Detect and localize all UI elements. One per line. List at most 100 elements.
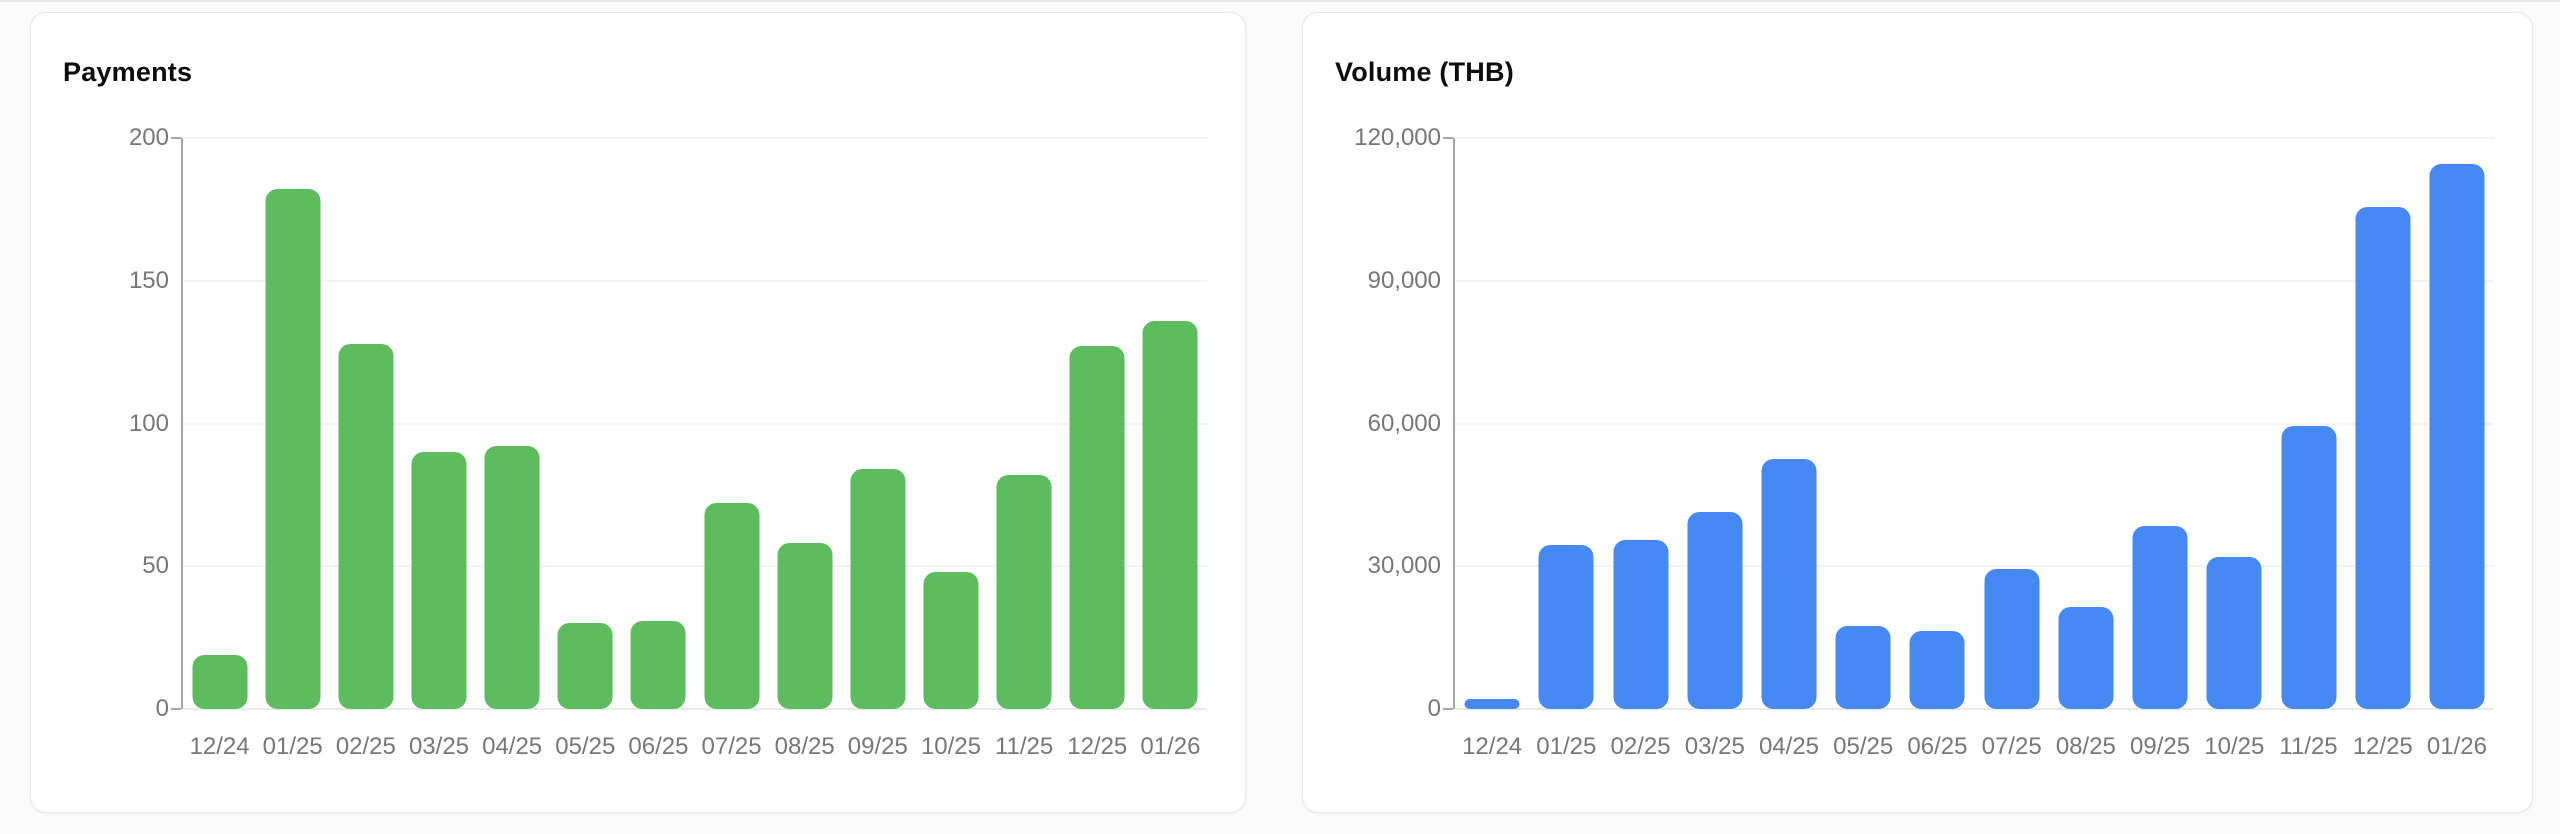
bar-slot <box>2346 138 2420 709</box>
payments-chart-title: Payments <box>63 57 193 87</box>
x-labels-row: 12/24 01/25 02/25 03/25 04/25 05/25 06/25 07/25… <box>183 733 1207 761</box>
chart-bar-01/26[interactable] <box>2429 164 2485 709</box>
y-tick-label: 200 <box>128 124 169 151</box>
chart-bar-11/25[interactable] <box>2281 425 2337 709</box>
bar-slot <box>1529 138 1603 709</box>
x-tick-label: 01/25 <box>262 733 323 760</box>
bar-slot <box>1603 138 1677 709</box>
y-axis-line <box>181 138 183 709</box>
gridline <box>1455 279 2494 282</box>
bars-row <box>1455 138 2494 709</box>
bars-row <box>183 138 1207 709</box>
x-tick-label: 11/25 <box>994 733 1054 760</box>
gridline <box>183 279 1207 282</box>
bar-slot <box>256 138 329 709</box>
gridline <box>1455 422 2494 425</box>
chart-bar-03/25[interactable] <box>1687 511 1743 709</box>
chart-bar-08/25[interactable] <box>2058 606 2114 709</box>
x-tick-label: 10/25 <box>2204 733 2265 760</box>
x-labels-row: 12/24 01/25 02/25 03/25 04/25 05/25 06/25 07/25… <box>1455 733 2494 761</box>
top-divider <box>0 0 2560 2</box>
y-tick-label: 120,000 <box>1354 124 1441 151</box>
bar-slot <box>1678 138 1752 709</box>
x-tick-label: 07/25 <box>701 733 762 760</box>
x-tick-label: 09/25 <box>2130 733 2191 760</box>
bar-slot <box>2049 138 2123 709</box>
chart-bar-01/25[interactable] <box>1538 544 1594 709</box>
bar-slot <box>1900 138 1974 709</box>
chart-bar-07/25[interactable] <box>1984 568 2040 709</box>
gridline <box>183 708 1207 710</box>
chart-bar-03/25[interactable] <box>411 452 467 709</box>
chart-bar-09/25[interactable] <box>2132 525 2188 709</box>
x-tick-label: 08/25 <box>774 733 835 760</box>
bar-slot <box>988 138 1061 709</box>
x-tick-label: 08/25 <box>2055 733 2116 760</box>
volume-card: Volume (THB) 0 30,000 60,000 90,000 120,000 1… <box>1302 12 2533 813</box>
chart-bar-02/25[interactable] <box>1613 540 1669 709</box>
chart-bar-10/25[interactable] <box>923 571 979 709</box>
chart-bar-08/25[interactable] <box>777 543 833 709</box>
y-tick-label: 60,000 <box>1367 409 1441 437</box>
bar-slot <box>841 138 914 709</box>
gridline <box>1455 708 2494 710</box>
chart-bar-02/25[interactable] <box>338 343 394 709</box>
gridline <box>183 565 1207 568</box>
bar-slot <box>476 138 549 709</box>
axis-tick <box>171 708 181 710</box>
chart-bar-07/25[interactable] <box>704 503 760 709</box>
bar-slot <box>402 138 475 709</box>
chart-bar-06/25[interactable] <box>1909 630 1965 709</box>
bar-slot <box>2420 138 2494 709</box>
gridline <box>183 422 1207 425</box>
gridline <box>1455 137 2494 139</box>
bar-slot <box>329 138 402 709</box>
x-tick-label: 12/25 <box>1067 733 1128 760</box>
bar-slot <box>1975 138 2049 709</box>
x-tick-label: 02/25 <box>1610 733 1671 760</box>
y-tick-label: 30,000 <box>1367 552 1441 580</box>
volume-chart-plot: 0 30,000 60,000 90,000 120,000 12/24 01/25 02/2… <box>1303 13 2532 812</box>
x-tick-label: 05/25 <box>555 733 616 760</box>
x-tick-label: 03/25 <box>408 733 470 760</box>
chart-bar-09/25[interactable] <box>850 469 906 709</box>
x-tick-label: 04/25 <box>482 733 543 760</box>
chart-bar-06/25[interactable] <box>630 620 686 709</box>
x-tick-label: 12/25 <box>2352 733 2413 760</box>
chart-bar-12/24[interactable] <box>192 654 248 709</box>
chart-bar-04/25[interactable] <box>484 446 540 709</box>
bar-slot <box>1455 138 1529 709</box>
bar-slot <box>549 138 622 709</box>
chart-bar-11/25[interactable] <box>996 474 1052 709</box>
bar-slot <box>2123 138 2197 709</box>
chart-bar-10/25[interactable] <box>2206 556 2262 709</box>
chart-bar-12/24[interactable] <box>1464 699 1520 709</box>
gridline <box>183 137 1207 139</box>
x-tick-label: 12/24 <box>1462 733 1523 760</box>
bar-slot <box>2271 138 2345 709</box>
chart-bar-12/25[interactable] <box>1069 346 1125 709</box>
chart-bar-12/25[interactable] <box>2355 207 2411 709</box>
x-tick-label: 03/25 <box>1684 733 1745 760</box>
x-tick-label: 04/25 <box>1758 733 1820 760</box>
x-tick-label: 12/24 <box>189 733 250 760</box>
chart-bar-05/25[interactable] <box>1835 625 1891 709</box>
x-tick-label: 10/25 <box>920 733 981 760</box>
x-tick-label: 01/26 <box>2426 733 2487 760</box>
bar-slot <box>695 138 768 709</box>
bar-slot <box>1752 138 1826 709</box>
bar-slot <box>1826 138 1900 709</box>
chart-bar-05/25[interactable] <box>557 623 613 709</box>
chart-bar-01/25[interactable] <box>265 189 321 709</box>
bar-slot <box>1061 138 1134 709</box>
y-tick-label: 50 <box>142 552 169 580</box>
bar-slot <box>622 138 695 709</box>
chart-bar-01/26[interactable] <box>1142 320 1198 709</box>
y-tick-label: 90,000 <box>1367 266 1441 294</box>
bar-slot <box>768 138 841 709</box>
y-tick-label: 100 <box>128 409 169 437</box>
y-tick-label: 150 <box>128 266 169 294</box>
axis-tick <box>171 137 181 139</box>
chart-bar-04/25[interactable] <box>1761 459 1817 709</box>
bar-slot <box>914 138 987 709</box>
